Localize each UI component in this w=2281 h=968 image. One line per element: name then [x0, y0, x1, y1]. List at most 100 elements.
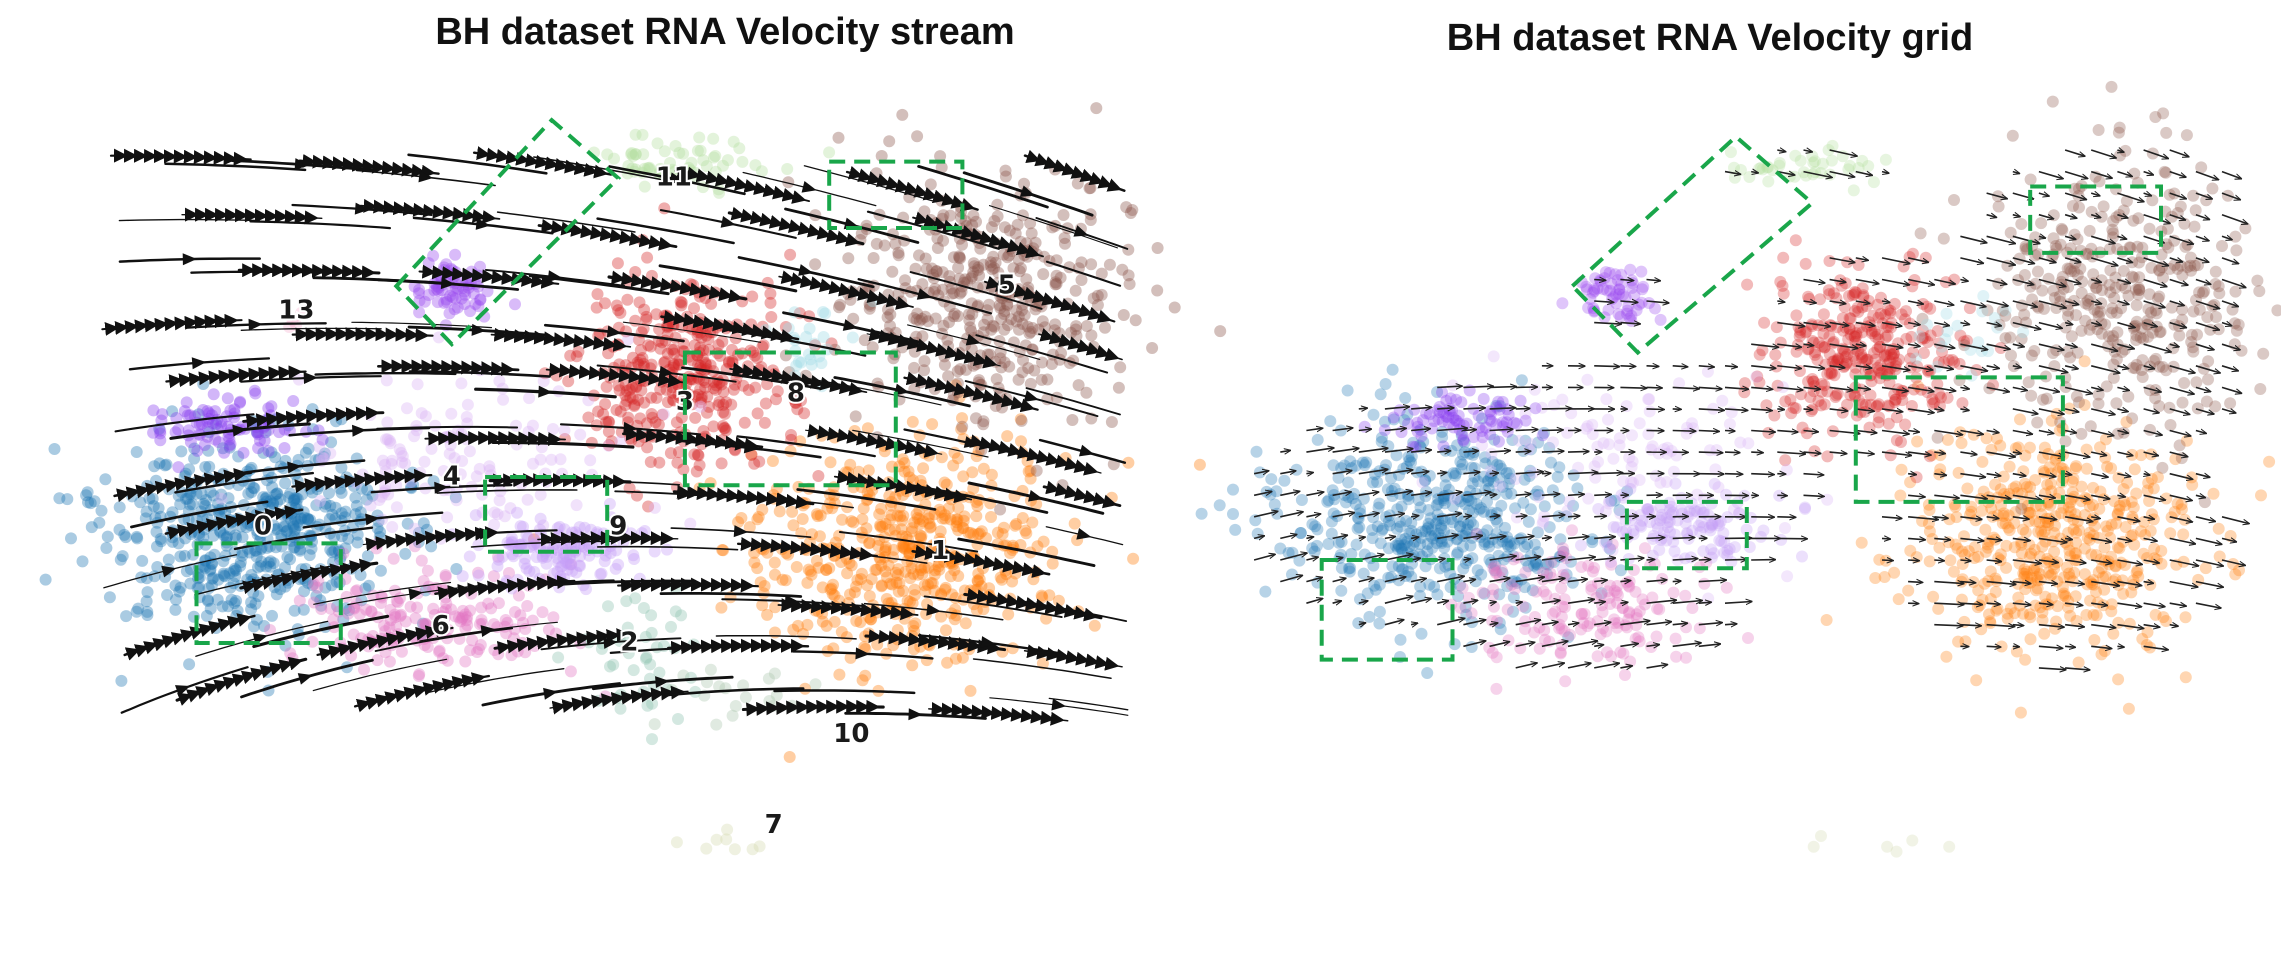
cell-point	[199, 554, 212, 567]
cell-point	[801, 576, 814, 589]
cell-point	[217, 569, 230, 582]
cell-point	[1779, 522, 1791, 534]
cell-point	[614, 405, 627, 418]
cell-point	[875, 559, 888, 572]
cell-point	[1656, 572, 1669, 585]
cell-point	[964, 526, 977, 539]
cell-point	[1122, 456, 1135, 469]
cell-point	[2004, 331, 2017, 344]
cell-point	[223, 439, 236, 452]
cell-point	[247, 481, 260, 494]
cell-point	[93, 516, 106, 529]
cell-point	[883, 135, 896, 148]
cell-point	[1970, 674, 1983, 687]
cell-point	[1057, 209, 1070, 221]
streamline-arrowhead	[730, 639, 745, 652]
cell-point	[2126, 412, 2139, 425]
cell-point	[584, 454, 597, 467]
cell-point	[902, 465, 915, 478]
streamline	[773, 689, 916, 695]
cell-point	[630, 380, 643, 393]
cell-point	[223, 567, 236, 580]
cell-point	[324, 543, 337, 556]
cell-point	[950, 520, 963, 533]
cell-point	[667, 394, 680, 407]
cell-point	[207, 417, 219, 430]
cell-point	[230, 594, 243, 607]
cell-point	[53, 492, 66, 505]
cell-point	[967, 266, 980, 279]
cell-point	[228, 411, 241, 424]
cell-point	[2123, 617, 2136, 630]
cell-point	[155, 535, 168, 548]
cell-point	[897, 509, 910, 522]
cell-point	[664, 447, 677, 460]
cell-point	[602, 347, 615, 360]
cell-point	[947, 287, 960, 299]
cell-point	[143, 492, 156, 505]
cell-point	[2202, 373, 2214, 386]
cell-point	[1122, 243, 1135, 256]
cell-point	[1335, 584, 1348, 597]
cell-point	[650, 391, 663, 404]
cell-point	[627, 351, 639, 364]
cell-point	[483, 460, 496, 473]
cell-point	[188, 452, 201, 465]
cell-point	[1290, 463, 1303, 476]
cell-point	[2047, 209, 2060, 222]
cell-point	[408, 540, 421, 553]
cell-point	[872, 539, 885, 552]
cell-point	[304, 513, 317, 526]
cell-point	[2097, 200, 2110, 213]
cell-point	[491, 508, 504, 521]
cell-point	[1524, 503, 1537, 516]
cell-point	[718, 407, 731, 420]
cell-point	[1594, 628, 1607, 641]
cell-point	[385, 458, 398, 470]
cell-point	[573, 559, 586, 572]
streamline	[662, 687, 805, 697]
cell-point	[88, 495, 101, 508]
streamline-arrowhead	[408, 588, 424, 601]
cell-point	[526, 419, 539, 432]
cell-point	[203, 460, 216, 473]
cell-point	[715, 601, 728, 614]
cell-point	[747, 346, 759, 359]
cell-point	[488, 518, 501, 531]
cell-point	[295, 306, 308, 319]
cell-point	[288, 492, 301, 505]
cell-point	[528, 565, 541, 578]
cell-point	[188, 442, 201, 455]
cell-point	[952, 501, 965, 514]
cell-point	[792, 619, 804, 632]
cell-point	[2128, 463, 2141, 476]
cell-point	[1817, 308, 1830, 321]
cell-point	[379, 458, 391, 471]
cell-point	[250, 544, 263, 557]
cell-point	[994, 503, 1007, 516]
cell-point	[412, 287, 425, 300]
cell-point	[2038, 627, 2051, 640]
cell-point	[1617, 647, 1630, 660]
cell-point	[564, 665, 577, 678]
cell-point	[812, 470, 825, 482]
cell-point	[201, 421, 214, 434]
cell-point	[1823, 255, 1836, 267]
cell-point	[1805, 320, 1818, 333]
cell-point	[2210, 311, 2222, 323]
cell-point	[626, 392, 639, 405]
cell-point	[1353, 521, 1366, 534]
cell-point	[195, 488, 208, 501]
cell-point	[1486, 614, 1499, 627]
cell-point	[1630, 619, 1643, 632]
streamline-arrowhead	[191, 357, 207, 370]
cell-point	[172, 461, 185, 474]
cell-point	[1753, 348, 1766, 361]
cell-point	[1486, 533, 1499, 546]
cell-point	[908, 345, 921, 358]
cell-point	[1921, 318, 1933, 331]
cell-point	[387, 552, 400, 565]
cell-point	[699, 356, 712, 369]
streamline-arrowhead	[488, 431, 503, 444]
cell-point	[1072, 379, 1085, 392]
